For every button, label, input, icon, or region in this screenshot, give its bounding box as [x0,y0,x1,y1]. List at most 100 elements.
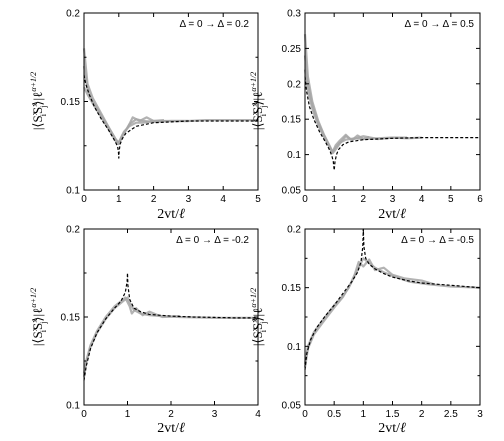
x-axis-label-ell: ℓ [179,421,185,436]
y-axis-label-part: |⟨S [30,115,45,130]
y-tick-label: 0.15 [61,313,81,324]
x-tick-label: 0 [302,194,308,205]
y-axis-label-part: |⟨S [250,115,265,130]
y-axis-label-part: |⟨S [250,331,265,346]
x-axis-label-ell: ℓ [179,207,185,222]
x-tick-label: 3 [212,409,218,420]
x-tick-label: 3 [477,409,483,420]
plot-frame [304,12,481,191]
y-tick-label: 0.2 [287,79,301,90]
x-tick-label: 0 [81,194,87,205]
y-axis-label: |⟨SxiSxj⟩|ℓα+1/2 [29,288,48,346]
y-axis-label-part: x [30,103,39,107]
series-group [303,34,480,171]
y-tick-label: 0.15 [61,97,81,108]
y-axis-label: |⟨SxiSxj⟩|ℓα+1/2 [249,288,268,346]
x-tick-label: 3 [186,194,192,205]
series-group [82,48,258,159]
y-axis-label-part: ⟩|ℓ [250,92,265,106]
x-tick-label: 0 [81,409,87,420]
data-line-2 [303,55,370,153]
y-axis-label-part: x [30,111,39,115]
y-axis-label-part: i [259,329,268,332]
y-tick-label: 0.1 [66,401,80,412]
x-axis-label-main: 2vt/ [157,421,179,436]
x-axis-label: 2vt/ℓ [157,207,185,222]
data-line-1 [82,296,180,374]
panel-annotation: Δ = 0 → Δ = -0.2 [176,235,249,246]
y-tick-label: 0.05 [282,401,302,412]
y-axis-label-part: x [250,319,259,323]
x-axis-label-ell: ℓ [400,207,406,222]
x-tick-label: 1 [116,194,122,205]
data-line-1 [303,258,434,365]
x-tick-label: 4 [220,194,226,205]
y-tick-label: 0.1 [66,186,80,197]
y-axis-label-part: ⟩|ℓ [30,308,45,322]
panel-annotation: Δ = 0 → Δ = -0.5 [401,235,474,246]
theory-line-3 [304,76,480,171]
y-axis-label-part: S [250,323,265,330]
y-axis-label-part: i [259,113,268,116]
series-group [82,272,258,381]
data-line-0 [82,296,258,377]
y-axis-label-part: i [39,113,48,116]
x-tick-label: 2 [361,194,367,205]
y-axis-label-part: x [30,319,39,323]
plot-frame [83,12,259,191]
y-axis-label-part: S [30,323,45,330]
theory-line-2 [304,228,481,370]
x-tick-label: 2 [168,409,174,420]
y-axis-label-part: j [259,322,268,325]
y-axis-label-part: j [39,322,48,325]
x-axis-label-ell: ℓ [400,421,406,436]
panel-top-right: 0 1 2 3 4 5 6 0.05 0.1 0.15 0.2 0.25 0.3 Δ = 0 → Δ = … [249,9,483,223]
y-tick-label: 0.1 [287,342,301,353]
y-axis-label-part: i [39,329,48,332]
x-tick-label: 2.5 [444,409,458,420]
data-line-0 [303,257,481,368]
x-axis-label: 2vt/ℓ [157,421,185,436]
x-tick-label: 2 [151,194,157,205]
x-tick-label: 5 [448,194,454,205]
x-tick-label: 3 [390,194,396,205]
theory-line-3 [83,74,258,159]
y-axis-label-part: x [250,111,259,115]
x-tick-label: 1 [125,409,131,420]
y-axis-label-part: S [250,107,265,114]
y-tick-label: 0.15 [282,115,302,126]
y-axis-label-part: α+1/2 [249,288,258,308]
y-tick-label: 0.2 [66,225,80,236]
x-tick-label: 5 [255,194,261,205]
x-tick-label: 1 [361,409,367,420]
x-axis-label-main: 2vt/ [378,207,400,222]
theory-line-2 [83,272,258,381]
panel-top-left: 0 1 2 3 4 50.10.150.2Δ = 0 → Δ = 0.22vt/ℓ|⟨Sx… [29,9,261,223]
data-line-2 [82,65,165,146]
x-tick-label: 1 [331,194,337,205]
x-tick-label: 4 [419,194,425,205]
y-axis-label-part: α+1/2 [29,288,38,308]
data-line-0 [83,86,258,146]
x-tick-label: 6 [477,194,483,205]
series-group [303,228,481,370]
y-tick-label: 0.05 [282,186,302,197]
y-axis-label-part: |⟨S [30,331,45,346]
y-axis-label-part: S [30,107,45,114]
y-axis-label: |⟨SxiSxj⟩|ℓα+1/2 [29,72,48,130]
y-axis-label-part: α+1/2 [249,72,258,92]
y-axis-label-part: j [259,106,268,109]
y-axis-label-part: ⟩|ℓ [250,308,265,322]
y-axis-label-part: x [250,327,259,331]
panel-bottom-right: 0 0.5 1 1.5 2 2.5 3 0.05 0.1 0.15 0.2 Δ = 0 → Δ = -… [249,225,483,437]
y-tick-label: 0.3 [287,9,301,20]
x-tick-label: 0 [302,409,308,420]
x-axis-label-main: 2vt/ [378,421,400,436]
x-tick-label: 0.5 [327,409,341,420]
panel-annotation: Δ = 0 → Δ = 0.2 [179,19,249,30]
x-axis-label-main: 2vt/ [157,207,179,222]
data-line-1 [303,69,422,155]
x-tick-label: 2 [419,409,425,420]
plot-frame [304,228,481,406]
